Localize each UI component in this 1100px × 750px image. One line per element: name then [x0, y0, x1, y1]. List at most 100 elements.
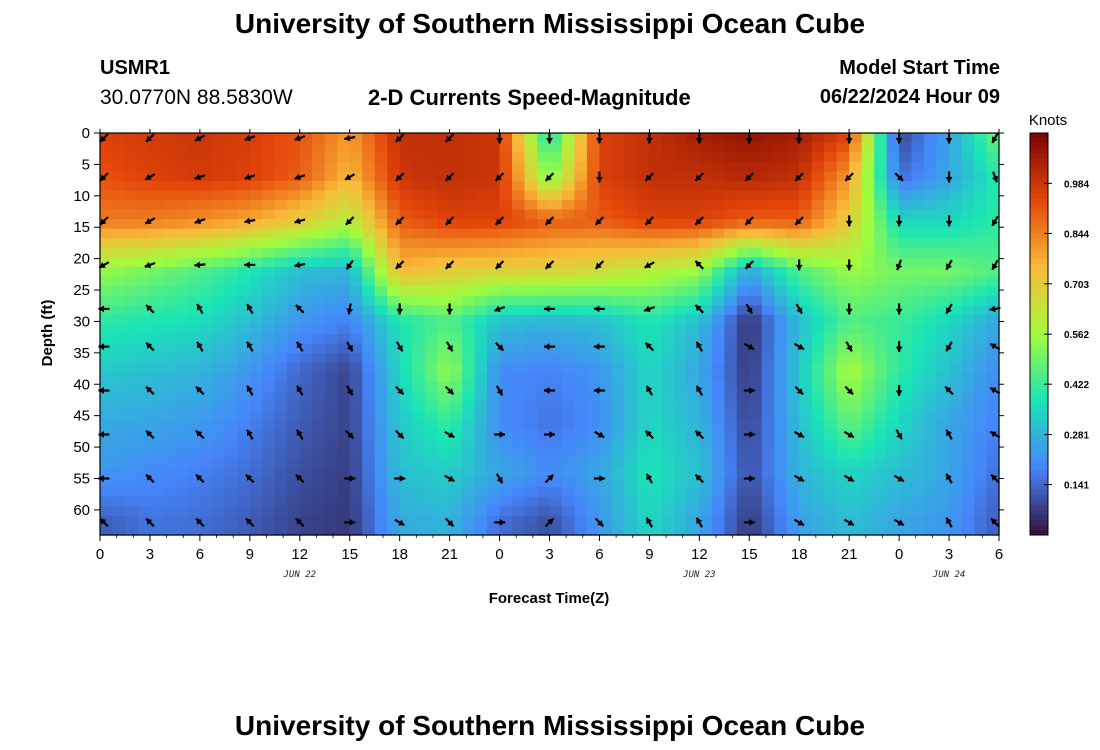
- heatmap-cell: [312, 238, 326, 249]
- heatmap-cell: [149, 190, 164, 201]
- heatmap-cell: [824, 381, 838, 393]
- heatmap-cell: [487, 180, 501, 192]
- heatmap-cell: [861, 477, 875, 488]
- heatmap-cell: [249, 391, 263, 402]
- heatmap-cell: [811, 295, 825, 306]
- heatmap-cell: [237, 314, 251, 326]
- heatmap-cell: [686, 334, 700, 345]
- colorbar-segment: [1030, 494, 1048, 501]
- arrow-head: [946, 517, 952, 525]
- heatmap-cell: [224, 267, 238, 278]
- heatmap-cell: [199, 401, 213, 412]
- heatmap-cell: [162, 314, 176, 326]
- heatmap-cell: [761, 171, 775, 182]
- current-arrow: [845, 303, 853, 315]
- y-tick-label: 45: [73, 408, 90, 425]
- heatmap-cell: [811, 238, 825, 249]
- heatmap-cell: [112, 353, 126, 364]
- heatmap-cell: [474, 142, 488, 153]
- heatmap-cell: [412, 305, 426, 316]
- heatmap-cell: [986, 381, 1000, 393]
- heatmap-cell: [924, 133, 938, 144]
- heatmap-cell: [649, 420, 663, 431]
- heatmap-cell: [487, 228, 501, 239]
- heatmap-cell: [911, 334, 925, 345]
- heatmap-cell: [362, 209, 376, 220]
- heatmap-cell: [774, 247, 788, 259]
- heatmap-cell: [961, 525, 975, 536]
- heatmap-cell: [986, 209, 1000, 220]
- heatmap-cell: [561, 410, 576, 421]
- heatmap-cell: [187, 171, 201, 182]
- heatmap-cell: [574, 372, 588, 383]
- heatmap-cell: [836, 401, 850, 412]
- heatmap-cell: [312, 305, 326, 316]
- heatmap-cell: [924, 152, 938, 163]
- heatmap-cell: [237, 410, 251, 421]
- heatmap-cell: [811, 401, 825, 412]
- heatmap-cell: [212, 353, 226, 364]
- heatmap-cell: [861, 343, 875, 354]
- heatmap-cell: [649, 161, 663, 172]
- heatmap-cell: [936, 487, 950, 498]
- heatmap-cell: [262, 506, 276, 517]
- heatmap-cell: [174, 228, 189, 239]
- heatmap-cell: [774, 238, 788, 249]
- heatmap-cell: [199, 506, 213, 517]
- heatmap-cell: [886, 286, 900, 297]
- heatmap-cell: [112, 506, 126, 517]
- heatmap-cell: [674, 372, 688, 383]
- heatmap-cell: [849, 238, 863, 249]
- heatmap-cell: [761, 247, 775, 259]
- heatmap-cell: [749, 487, 763, 498]
- heatmap-cell: [274, 448, 288, 460]
- heatmap-cell: [936, 496, 950, 507]
- heatmap-cell: [649, 200, 663, 211]
- heatmap-cell: [124, 200, 139, 211]
- heatmap-cell: [199, 343, 213, 354]
- heatmap-cell: [412, 343, 426, 354]
- heatmap-cell: [487, 362, 501, 373]
- heatmap-cell: [162, 468, 176, 479]
- heatmap-cell: [212, 401, 226, 412]
- heatmap-cell: [636, 439, 650, 450]
- heatmap-cell: [137, 448, 151, 460]
- heatmap-cell: [574, 391, 588, 402]
- heatmap-cell: [512, 334, 526, 345]
- heatmap-cell: [312, 324, 326, 335]
- heatmap-cell: [599, 171, 613, 182]
- heatmap-cell: [512, 152, 526, 163]
- heatmap-cell: [187, 458, 201, 469]
- heatmap-cell: [574, 362, 588, 373]
- heatmap-cell: [312, 343, 326, 354]
- colorbar-segment: [1030, 449, 1048, 456]
- heatmap-cell: [399, 209, 413, 220]
- heatmap-cell: [624, 171, 638, 182]
- heatmap-cell: [274, 247, 288, 259]
- current-arrow: [294, 134, 306, 142]
- current-arrow: [643, 305, 655, 313]
- heatmap-cell: [374, 161, 388, 172]
- heatmap-cell: [824, 133, 838, 144]
- heatmap-cell: [224, 410, 238, 421]
- arrow-head: [991, 474, 998, 481]
- heatmap-cell: [974, 343, 988, 354]
- heatmap-cell: [537, 142, 551, 153]
- heatmap-cell: [287, 305, 301, 316]
- heatmap-cell: [936, 458, 950, 469]
- heatmap-cell: [961, 362, 975, 373]
- heatmap-cell: [786, 257, 800, 268]
- current-arrow: [144, 217, 156, 225]
- heatmap-cell: [924, 515, 938, 527]
- x-tick-label: 3: [146, 546, 154, 563]
- heatmap-cell: [537, 286, 551, 297]
- current-arrow: [494, 216, 505, 226]
- heatmap-cell: [324, 305, 338, 316]
- heatmap-cell: [149, 276, 164, 287]
- arrow-head: [797, 519, 804, 526]
- heatmap-cell: [324, 496, 338, 507]
- current-arrow: [444, 260, 455, 270]
- heatmap-cell: [599, 267, 613, 278]
- heatmap-cell: [674, 515, 688, 527]
- heatmap-cell: [324, 190, 338, 201]
